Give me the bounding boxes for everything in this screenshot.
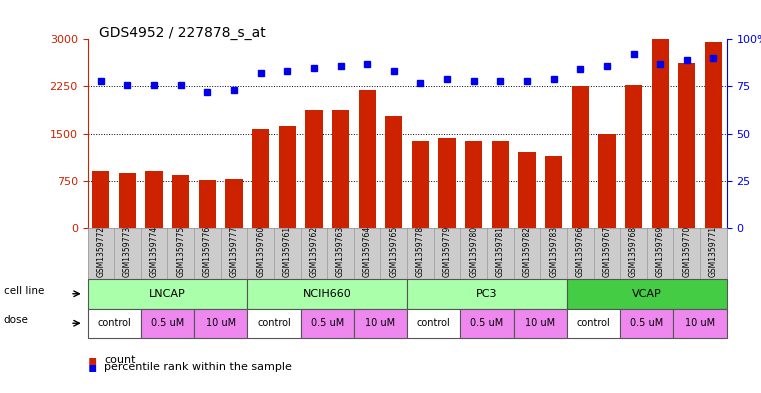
Text: GSM1359782: GSM1359782 (523, 226, 531, 277)
Text: GSM1359778: GSM1359778 (416, 226, 425, 277)
Text: cell line: cell line (4, 286, 44, 296)
Bar (705, 42, 722, 228)
Text: GSM1359760: GSM1359760 (256, 226, 265, 277)
Text: GSM1359771: GSM1359771 (709, 226, 718, 277)
Bar (651, 39, 669, 228)
Bar (492, 141, 509, 228)
Text: 10 uM: 10 uM (525, 318, 556, 328)
Text: GSM1359763: GSM1359763 (336, 226, 345, 277)
Text: GSM1359773: GSM1359773 (123, 226, 132, 277)
Bar (252, 129, 269, 228)
Text: PC3: PC3 (476, 289, 498, 299)
Text: GSM1359762: GSM1359762 (310, 226, 318, 277)
Text: percentile rank within the sample: percentile rank within the sample (104, 362, 292, 373)
Text: dose: dose (4, 315, 29, 325)
Text: GSM1359761: GSM1359761 (283, 226, 291, 277)
Text: NCIH660: NCIH660 (303, 289, 352, 299)
Bar (199, 180, 216, 228)
Text: GSM1359768: GSM1359768 (629, 226, 638, 277)
Text: 10 uM: 10 uM (685, 318, 715, 328)
Bar (145, 171, 163, 228)
Bar (332, 110, 349, 228)
Bar (225, 179, 243, 228)
Bar (358, 90, 376, 228)
Text: LNCAP: LNCAP (149, 289, 186, 299)
Text: 0.5 uM: 0.5 uM (310, 318, 344, 328)
Text: count: count (104, 354, 135, 365)
Bar (438, 138, 456, 228)
Text: GSM1359779: GSM1359779 (443, 226, 451, 277)
Text: control: control (257, 318, 291, 328)
Text: 0.5 uM: 0.5 uM (470, 318, 504, 328)
Bar (92, 171, 110, 228)
Bar (385, 116, 403, 228)
Text: 10 uM: 10 uM (365, 318, 396, 328)
Text: 0.5 uM: 0.5 uM (630, 318, 664, 328)
Bar (625, 85, 642, 228)
Text: GSM1359774: GSM1359774 (150, 226, 158, 277)
Text: GDS4952 / 227878_s_at: GDS4952 / 227878_s_at (99, 26, 266, 40)
Text: GSM1359780: GSM1359780 (470, 226, 478, 277)
Text: GSM1359765: GSM1359765 (390, 226, 398, 277)
Text: control: control (417, 318, 451, 328)
Text: ▪: ▪ (88, 360, 97, 375)
Bar (598, 134, 616, 228)
Bar (465, 141, 482, 228)
Text: GSM1359775: GSM1359775 (177, 226, 185, 277)
Text: GSM1359777: GSM1359777 (230, 226, 238, 277)
Bar (305, 110, 323, 228)
Text: GSM1359783: GSM1359783 (549, 226, 558, 277)
Bar (518, 152, 536, 228)
Text: GSM1359767: GSM1359767 (603, 226, 611, 277)
Text: VCAP: VCAP (632, 289, 662, 299)
Text: 0.5 uM: 0.5 uM (151, 318, 184, 328)
Bar (119, 173, 136, 228)
Text: GSM1359764: GSM1359764 (363, 226, 371, 277)
Bar (545, 156, 562, 228)
Text: GSM1359781: GSM1359781 (496, 226, 505, 277)
Text: control: control (97, 318, 131, 328)
Text: ▪: ▪ (88, 353, 97, 367)
Bar (678, 63, 696, 228)
Text: GSM1359776: GSM1359776 (203, 226, 212, 277)
Text: GSM1359772: GSM1359772 (97, 226, 105, 277)
Text: GSM1359770: GSM1359770 (683, 226, 691, 277)
Text: 10 uM: 10 uM (205, 318, 236, 328)
Text: GSM1359769: GSM1359769 (656, 226, 664, 277)
Text: control: control (577, 318, 610, 328)
Text: GSM1359766: GSM1359766 (576, 226, 584, 277)
Bar (412, 141, 429, 228)
Bar (572, 86, 589, 228)
Bar (279, 126, 296, 228)
Bar (172, 175, 189, 228)
